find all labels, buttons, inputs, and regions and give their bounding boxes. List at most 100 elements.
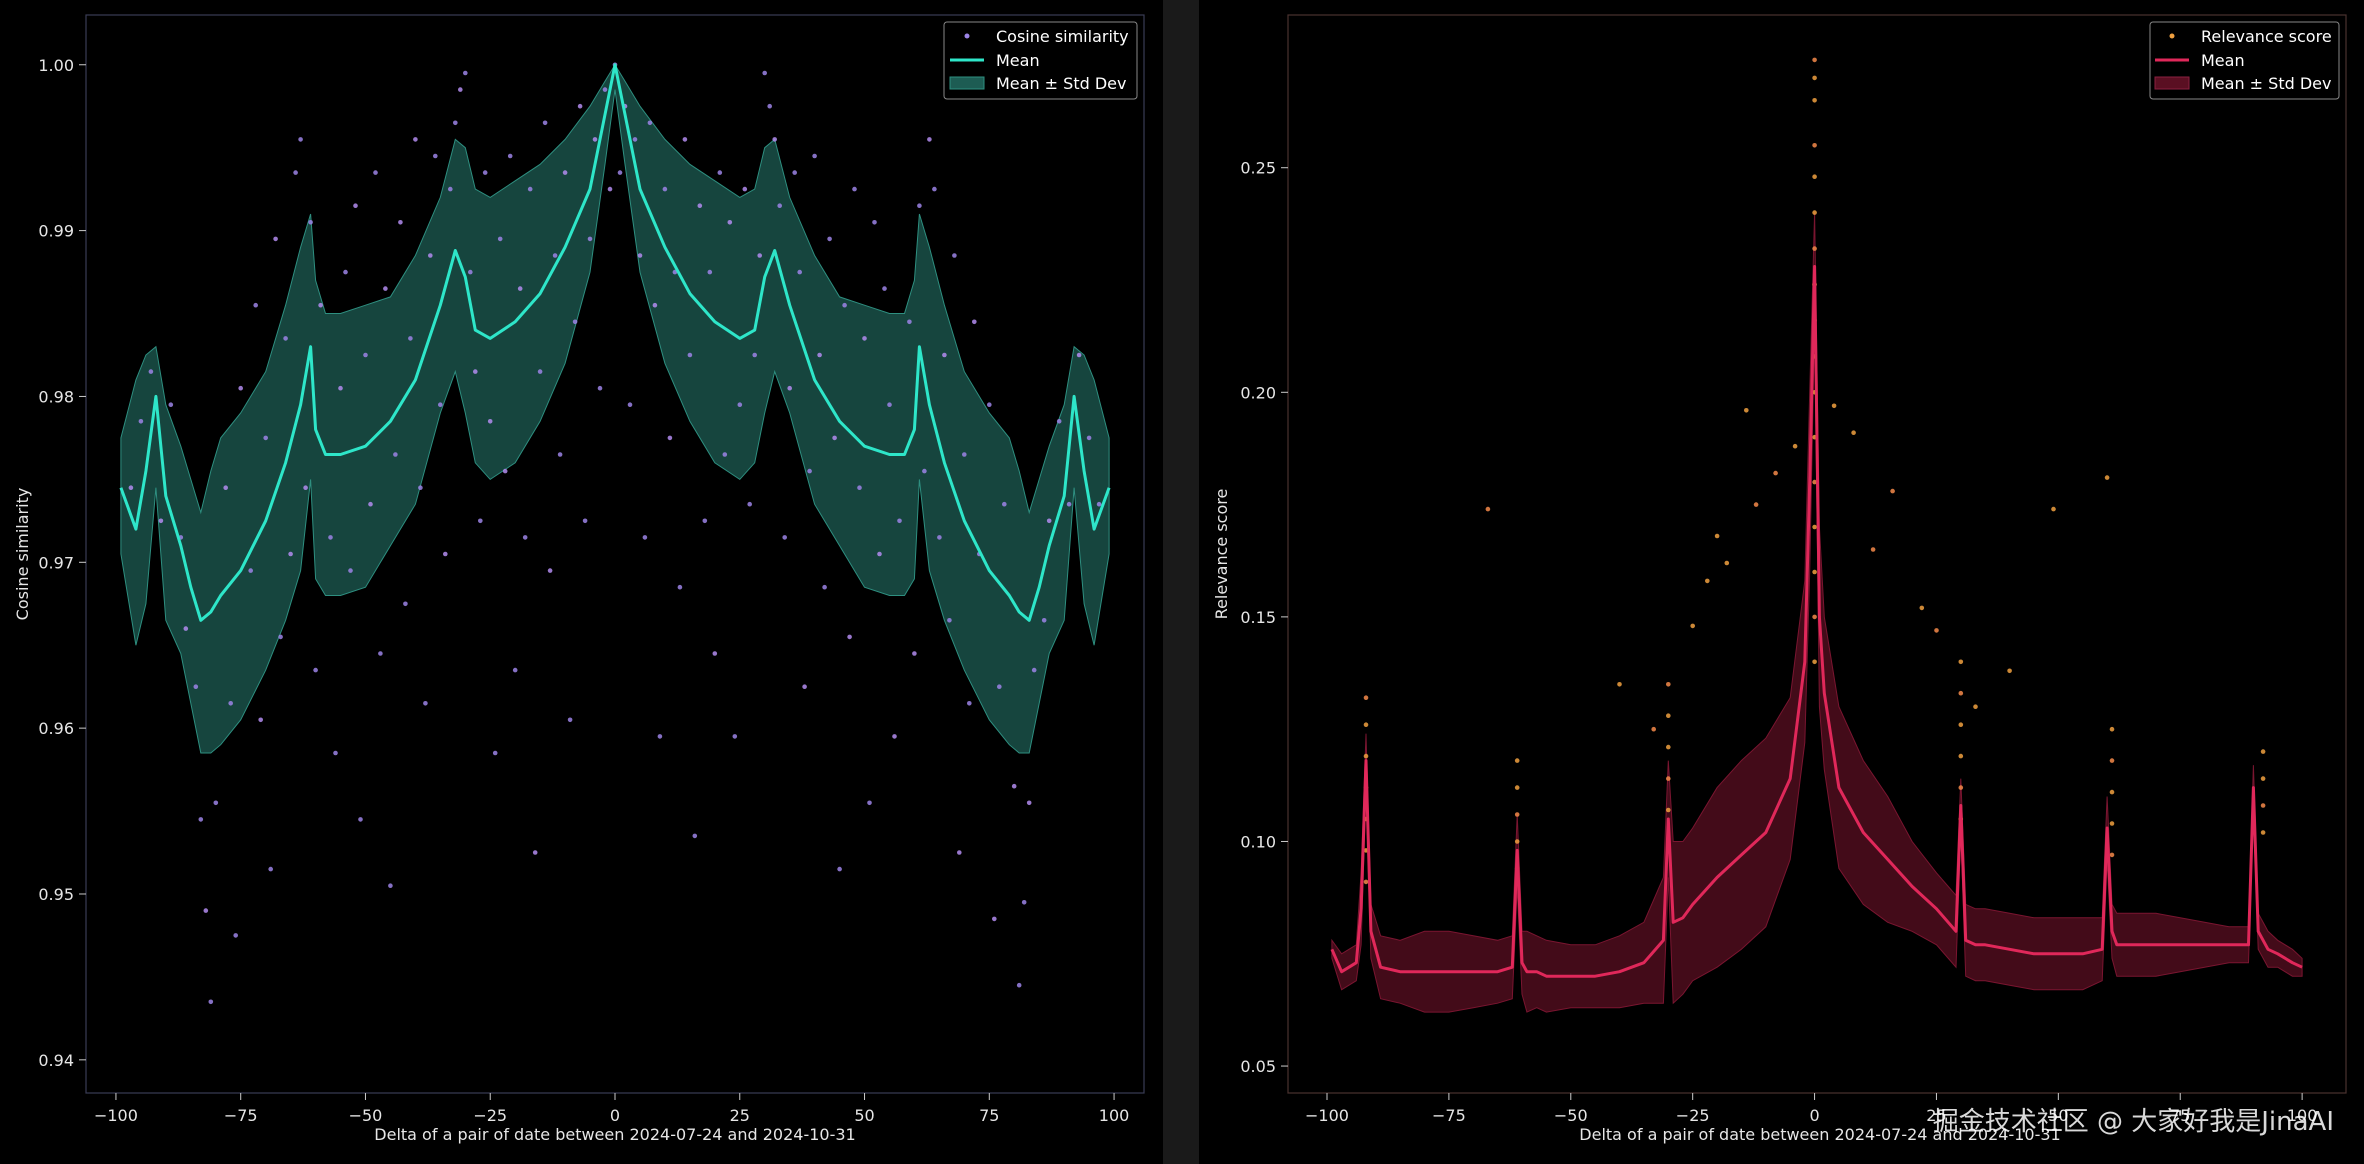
scatter-point — [557, 452, 563, 457]
scatter-point — [1958, 785, 1964, 790]
scatter-point — [2051, 506, 2056, 512]
legend-swatch-band — [2154, 76, 2190, 90]
scatter-point — [602, 87, 608, 92]
scatter-point — [1812, 479, 1817, 485]
y-tick-label: 0.95 — [38, 885, 74, 904]
scatter-point — [1026, 800, 1032, 806]
scatter-point — [233, 933, 238, 938]
scatter-point — [443, 551, 448, 557]
watermark: 掘金技术社区 @ 大家好我是JinaAI — [1932, 1107, 2334, 1137]
y-tick-label: 1.00 — [38, 56, 74, 75]
scatter-point — [223, 485, 228, 491]
scatter-point — [702, 518, 708, 524]
scatter-point — [752, 352, 757, 358]
scatter-point — [1744, 408, 1749, 413]
scatter-point — [183, 626, 189, 631]
scatter-point — [952, 253, 957, 258]
scatter-point — [1890, 488, 1895, 494]
scatter-point — [887, 402, 892, 408]
scatter-point — [1724, 560, 1730, 566]
scatter-point — [502, 468, 508, 474]
scatter-point — [932, 186, 937, 192]
scatter-point — [1011, 783, 1017, 789]
x-tick-label: 50 — [854, 1106, 874, 1125]
scatter-point — [208, 999, 214, 1005]
scatter-point — [2109, 821, 2115, 826]
legend-swatch-scatter — [2169, 33, 2175, 39]
mean-line — [1330, 265, 2303, 978]
scatter-point — [473, 369, 478, 374]
y-tick-label: 0.25 — [1240, 159, 1276, 178]
x-tick-label: 75 — [2170, 1106, 2190, 1125]
scatter-point — [492, 750, 498, 756]
scatter-point — [1705, 578, 1710, 584]
scatter-point — [862, 336, 867, 341]
scatter-point — [448, 186, 453, 192]
scatter-point — [438, 402, 443, 408]
scatter-point — [1363, 722, 1369, 727]
scatter-point — [617, 170, 623, 175]
scatter-point — [562, 170, 568, 175]
x-tick-label: −75 — [1432, 1106, 1466, 1125]
scatter-point — [722, 452, 728, 457]
scatter-point — [572, 319, 578, 325]
scatter-point — [642, 535, 648, 540]
scatter-point — [782, 535, 787, 540]
scatter-point — [582, 518, 588, 524]
scatter-point — [802, 684, 807, 689]
scatter-point — [213, 800, 219, 806]
scatter-point — [418, 485, 423, 491]
scatter-point — [972, 319, 977, 325]
y-tick-label: 0.15 — [1240, 608, 1276, 627]
scatter-point — [1514, 839, 1520, 844]
scatter-point — [203, 908, 209, 913]
scatter-point — [527, 186, 533, 192]
scatter-point — [817, 352, 822, 358]
scatter-point — [253, 302, 258, 308]
scatter-point — [1958, 753, 1964, 759]
scatter-point — [1812, 98, 1817, 103]
scatter-point — [1851, 430, 1856, 436]
scatter-point — [1096, 501, 1102, 507]
scatter-point — [637, 253, 643, 258]
scatter-point — [1056, 419, 1062, 424]
scatter-point — [892, 734, 897, 739]
scatter-point — [822, 584, 827, 590]
scatter-point — [867, 800, 872, 806]
y-tick-label: 0.20 — [1240, 383, 1276, 402]
scatter-point — [288, 551, 293, 557]
scatter-point — [148, 369, 154, 374]
scatter-point — [403, 601, 408, 607]
scatter-point — [1666, 682, 1671, 687]
scatter-point — [1066, 501, 1072, 507]
scatter-point — [1812, 174, 1817, 179]
scatter-point — [967, 701, 972, 706]
scatter-point — [263, 435, 269, 441]
scatter-point — [138, 419, 144, 424]
x-tick-label: 0 — [1809, 1106, 1819, 1125]
scatter-point — [632, 137, 638, 142]
scatter-point — [687, 352, 693, 358]
scatter-point — [1076, 352, 1082, 358]
scatter-point — [772, 137, 777, 142]
scatter-point — [1870, 547, 1876, 552]
cosine-similarity-chart: −100 −75 −50 −25 0 25 50 75 100 0.94 0.95 0.96 0.97 0… — [13, 14, 1145, 1144]
scatter-point — [542, 120, 548, 126]
scatter-point — [757, 253, 762, 258]
y-axis-label: Relevance score — [1212, 489, 1231, 620]
scatter-point — [717, 170, 723, 175]
scatter-point — [677, 584, 683, 590]
legend-label-mean: Mean — [2201, 51, 2245, 70]
scatter-point — [2260, 830, 2266, 835]
scatter-point — [433, 153, 438, 159]
scatter-point — [458, 87, 463, 92]
scatter-point — [987, 402, 992, 408]
scatter-point — [1812, 75, 1817, 81]
plot-area-frame — [1287, 14, 2347, 1094]
scatter-point — [1690, 623, 1695, 629]
scatter-point — [1773, 470, 1778, 476]
y-tick-label: 0.99 — [38, 222, 74, 241]
scatter-point — [2104, 475, 2110, 480]
scatter-point — [682, 137, 688, 142]
y-tick-label: 0.94 — [38, 1051, 74, 1070]
